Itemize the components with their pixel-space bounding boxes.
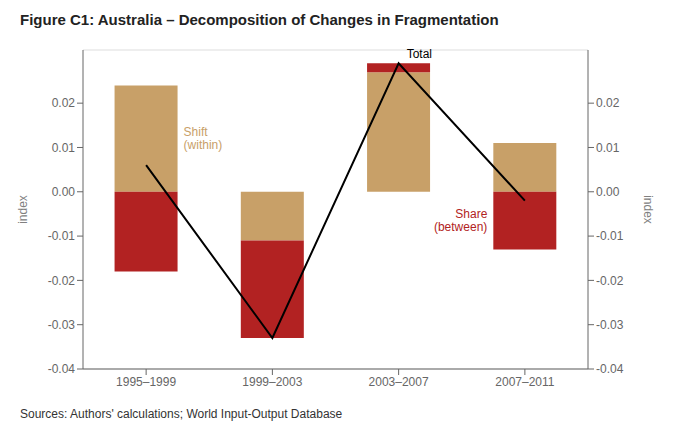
- svg-text:-0.02: -0.02: [596, 274, 624, 288]
- svg-text:-0.02: -0.02: [48, 274, 76, 288]
- svg-text:0.01: 0.01: [596, 141, 620, 155]
- svg-text:index: index: [16, 195, 30, 224]
- svg-text:Shift(within): Shift(within): [184, 125, 223, 152]
- svg-text:Total: Total: [407, 47, 432, 61]
- svg-text:-0.01: -0.01: [596, 229, 624, 243]
- svg-text:1995–1999: 1995–1999: [116, 375, 176, 389]
- html-text:Sources: Authors' calculations: Sources: Authors' calculations; World In…: [20, 407, 343, 421]
- svg-text:0.00: 0.00: [596, 185, 620, 199]
- svg-text:index: index: [641, 195, 655, 224]
- svg-text:2003–2007: 2003–2007: [369, 375, 429, 389]
- svg-text:Share(between): Share(between): [434, 207, 488, 234]
- svg-text:-0.03: -0.03: [596, 318, 624, 332]
- svg-text:0.02: 0.02: [596, 96, 620, 110]
- svg-text:1999–2003: 1999–2003: [242, 375, 302, 389]
- html-text:Figure C1: Australia – Decompo: Figure C1: Australia – Decomposition of …: [20, 11, 499, 28]
- svg-text:-0.04: -0.04: [596, 362, 624, 376]
- svg-text:0.01: 0.01: [52, 141, 76, 155]
- svg-text:-0.01: -0.01: [48, 229, 76, 243]
- svg-text:0.00: 0.00: [52, 185, 76, 199]
- svg-text:-0.03: -0.03: [48, 318, 76, 332]
- svg-text:0.02: 0.02: [52, 96, 76, 110]
- svg-text:2007–2011: 2007–2011: [495, 375, 555, 389]
- svg-text:-0.04: -0.04: [48, 362, 76, 376]
